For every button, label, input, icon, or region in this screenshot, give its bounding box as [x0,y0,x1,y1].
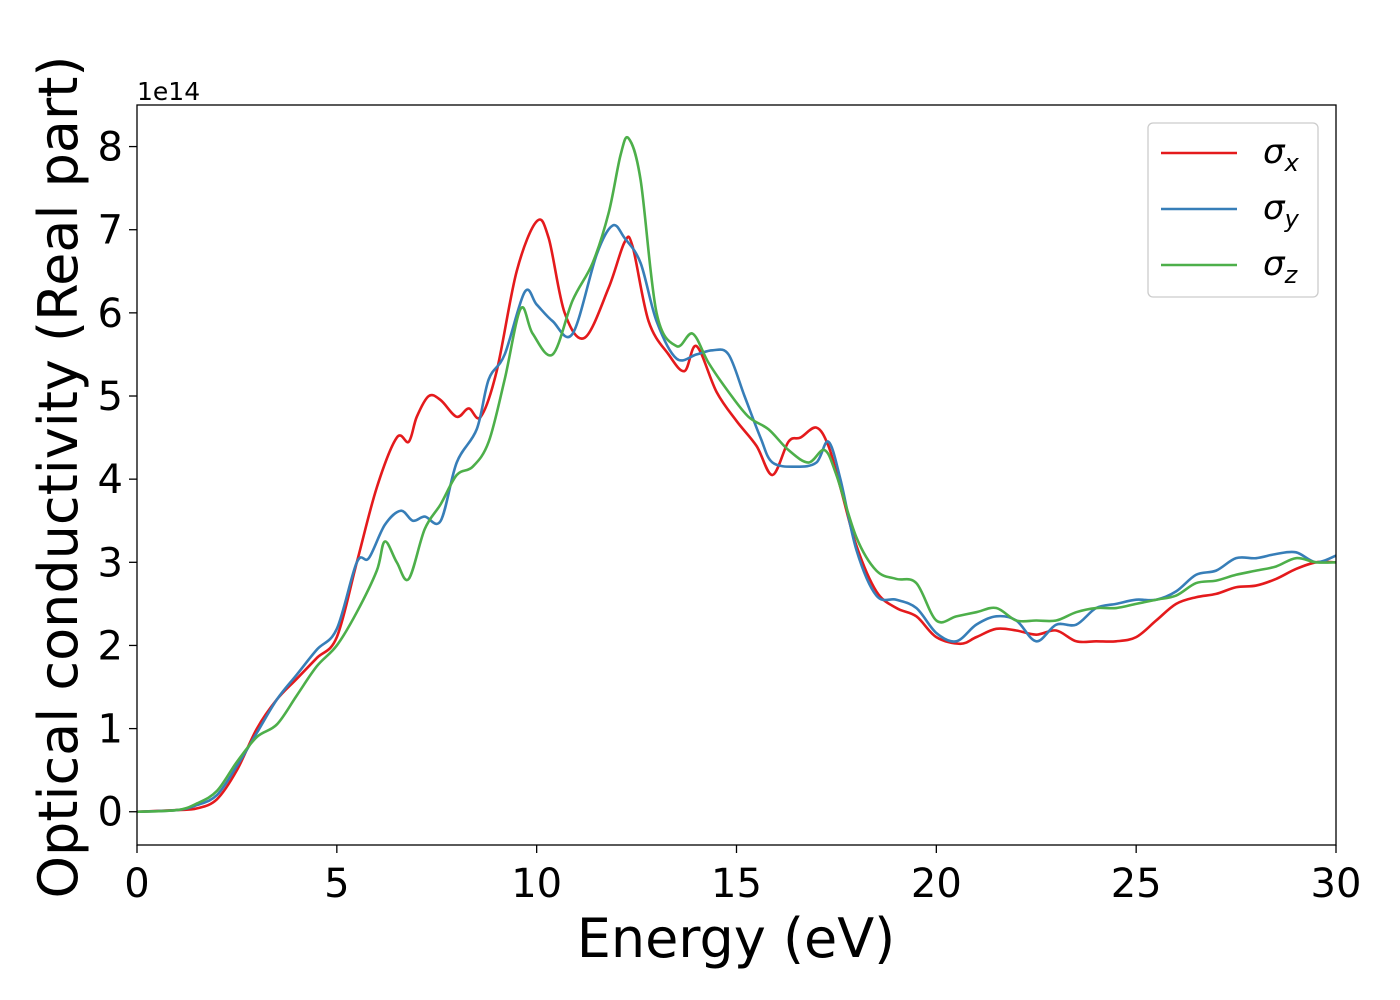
plot-lines [136,135,1337,814]
y-tick-label: 3 [98,540,123,586]
y-tick-label: 5 [98,374,123,420]
x-tick-label: 20 [911,861,962,907]
y-tick-label: 1 [98,707,123,753]
x-axis-label: Energy (eV) [577,907,896,970]
x-tick-label: 10 [511,861,562,907]
y-axis-label: Optical conductivity (Real part) [27,56,90,899]
y-axis-ticks: 0 1 2 3 4 5 6 7 8 [98,125,137,836]
y-tick-label: 0 [98,790,123,836]
y-tick-label: 2 [98,623,123,669]
series-line-y [136,223,1337,814]
x-tick-label: 5 [324,861,349,907]
y-tick-label: 8 [98,125,123,171]
series-line-z [136,135,1337,814]
series-line-x [136,218,1337,814]
y-tick-label: 4 [98,457,123,503]
x-axis-ticks: 0 5 10 15 20 25 30 [124,845,1361,907]
x-tick-label: 25 [1111,861,1162,907]
x-tick-label: 15 [711,861,762,907]
y-tick-label: 6 [98,291,123,337]
y-offset-label: 1e14 [137,77,200,106]
x-tick-label: 30 [1311,861,1362,907]
x-tick-label: 0 [124,861,149,907]
y-tick-label: 7 [98,208,123,254]
